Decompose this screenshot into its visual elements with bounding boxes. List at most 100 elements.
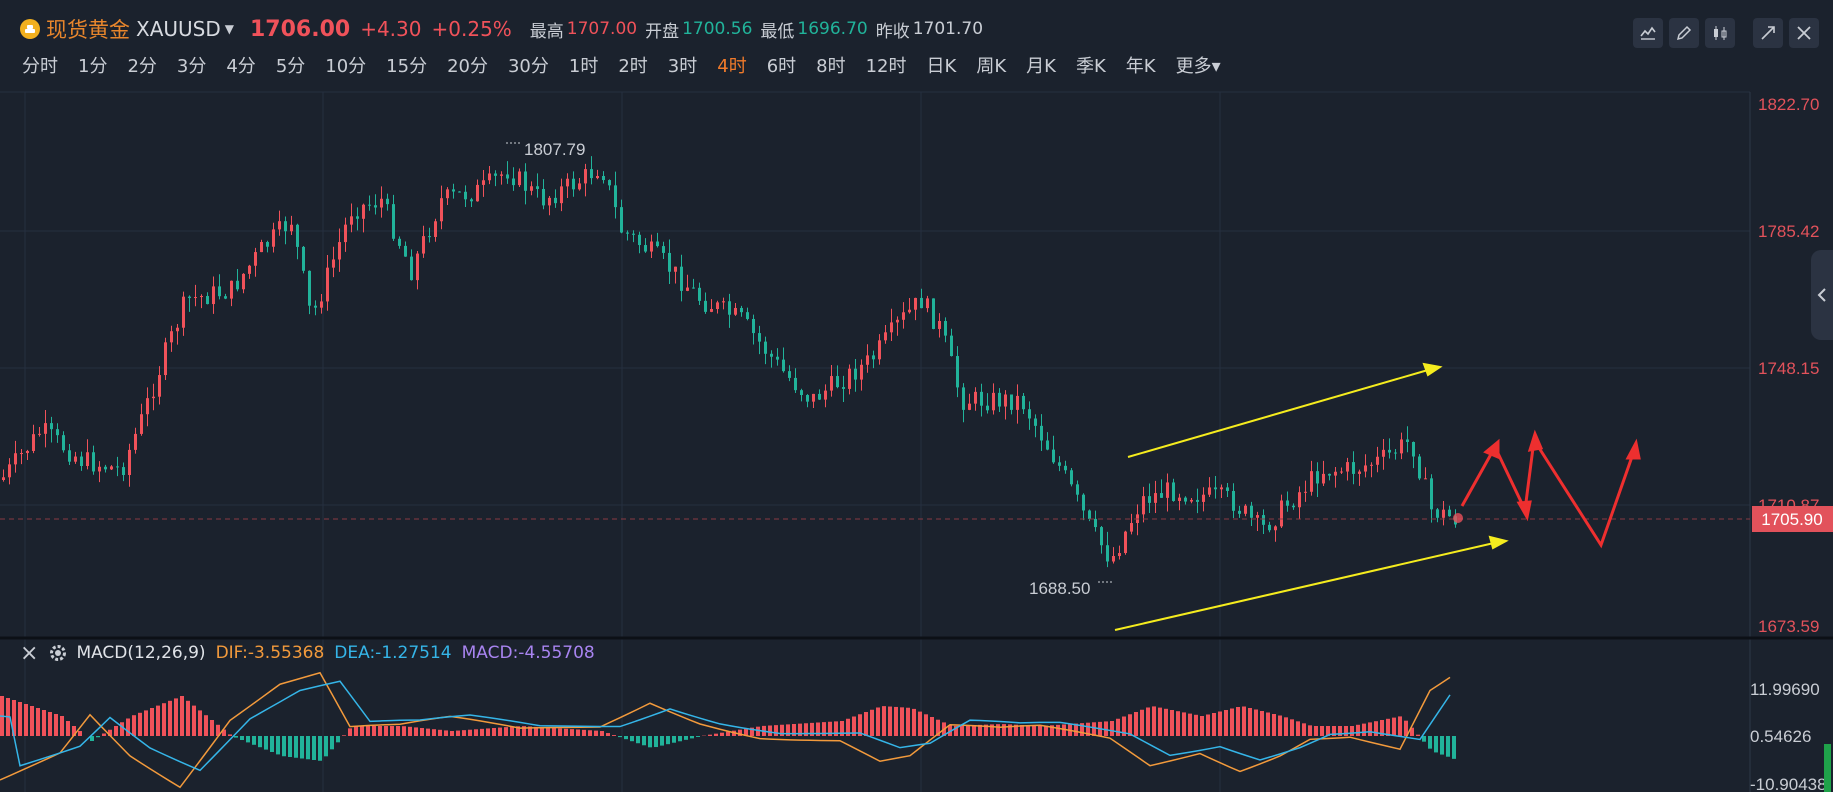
macd-bar (990, 724, 994, 736)
macd-bar (1014, 724, 1018, 736)
macd-bar (330, 736, 334, 750)
timeframe-8[interactable]: 20分 (447, 56, 488, 77)
timeframe-bar: 分时 1分 2分 3分 4分 5分 10分 15分 20分 30分 1时 2时 3时 4时 6时 8时 12时日… (22, 52, 1241, 78)
candle-body (602, 176, 605, 181)
candle-body (1094, 518, 1097, 528)
timeframe-0[interactable]: 分时 (22, 56, 58, 77)
macd-bar (564, 728, 568, 736)
timeframe-19[interactable]: 月K (1026, 56, 1056, 77)
candle-body (782, 359, 785, 372)
candle-body (242, 273, 245, 290)
macd-bar (1212, 713, 1216, 736)
close-button[interactable] (1789, 18, 1819, 48)
candle-body (1310, 471, 1313, 492)
macd-bar (144, 710, 148, 736)
macd-bar (1356, 724, 1360, 736)
candle-body (692, 287, 695, 289)
symbol-dropdown-icon[interactable]: ▼ (224, 22, 234, 36)
candle-body (452, 189, 455, 192)
macd-bar (804, 723, 808, 736)
macd-close-icon[interactable]: × (20, 640, 39, 666)
candle-body (566, 178, 569, 187)
candle-body (20, 453, 23, 455)
close-icon (1797, 26, 1811, 40)
candle-body (440, 198, 443, 222)
macd-bar (498, 727, 502, 736)
macd-bar (300, 736, 304, 759)
macd-bar (216, 724, 220, 736)
dif-line (0, 671, 1451, 789)
macd-indicator-name[interactable]: MACD(12,26,9) (76, 643, 206, 663)
timeframe-5[interactable]: 5分 (275, 56, 306, 77)
macd-bar (12, 700, 16, 736)
timeframe-1[interactable]: 1分 (78, 56, 108, 77)
high-label: 最高 (529, 21, 564, 42)
timeframe-9[interactable]: 30分 (507, 56, 549, 77)
macd-bar (1062, 724, 1066, 736)
timeframe-6[interactable]: 10分 (325, 56, 367, 77)
candle-body (1274, 526, 1277, 531)
candle-body (1256, 515, 1259, 518)
timeframe-14[interactable]: 6时 (766, 56, 797, 77)
macd-bar (192, 705, 196, 736)
candle-body (620, 207, 623, 233)
timeframe-4[interactable]: 4分 (226, 56, 256, 77)
draw-button[interactable] (1669, 18, 1699, 48)
timeframe-15[interactable]: 8时 (816, 56, 846, 77)
forecast-arrow-2 (1516, 500, 1532, 522)
macd-bar (924, 714, 928, 736)
candle-body (986, 405, 989, 411)
timeframe-2[interactable]: 2分 (127, 56, 157, 77)
timeframe-22[interactable]: 更多▾ (1175, 56, 1221, 77)
timeframe-12[interactable]: 3时 (667, 56, 698, 77)
timeframe-18[interactable]: 周K (976, 56, 1007, 77)
macd-bar (282, 736, 286, 757)
candle-body (740, 307, 743, 313)
candle-body (1070, 470, 1073, 485)
forecast-arrow-1 (1483, 438, 1500, 460)
symbol-name[interactable]: 现货黄金 (46, 18, 130, 42)
candle-body (644, 245, 647, 252)
macd-settings-icon[interactable] (48, 643, 68, 663)
indicator-button[interactable] (1633, 18, 1663, 48)
symbol-code[interactable]: XAUUSD (136, 17, 221, 41)
timeframe-20[interactable]: 季K (1075, 56, 1106, 77)
macd-bar (1350, 726, 1354, 736)
candle-body (1040, 425, 1043, 441)
lower-trendline-arrow (1488, 535, 1509, 550)
candle-body (662, 246, 665, 253)
macd-bar (600, 731, 604, 736)
timeframe-21[interactable]: 年K (1125, 56, 1156, 77)
candle-style-button[interactable] (1705, 18, 1735, 48)
candle-body (464, 191, 467, 200)
timeframe-17[interactable]: 日K (926, 56, 957, 77)
timeframe-11[interactable]: 2时 (618, 56, 648, 77)
candle-body (818, 393, 821, 400)
candle-body (1412, 442, 1415, 457)
macd-bar (846, 718, 850, 736)
timeframe-10[interactable]: 1时 (568, 56, 599, 77)
timeframe-3[interactable]: 3分 (176, 56, 207, 77)
macd-bar (1314, 726, 1318, 736)
candle-body (236, 280, 239, 290)
candle-body (866, 355, 869, 365)
chart-header: 现货黄金 XAUUSD ▼ 1706.00 +4.30 +0.25% 最高 17… (0, 0, 1833, 92)
candle-body (1172, 482, 1175, 501)
volume-scroll-indicator[interactable] (1824, 744, 1831, 792)
side-panel-toggle[interactable] (1811, 250, 1833, 340)
candle-body (1430, 478, 1433, 510)
macd-bar (582, 729, 586, 736)
candle-body (494, 173, 497, 176)
macd-bar (138, 712, 142, 736)
timeframe-16[interactable]: 12时 (865, 56, 907, 77)
collapse-button[interactable] (1753, 18, 1783, 48)
macd-bar (132, 715, 136, 736)
macd-bar (228, 734, 232, 736)
forecast-path (1460, 429, 1641, 549)
candle-body (158, 375, 161, 397)
timeframe-13[interactable]: 4时 (717, 56, 747, 77)
macd-bar (342, 735, 346, 736)
timeframe-7[interactable]: 15分 (386, 56, 428, 77)
macd-bar (1362, 723, 1366, 736)
